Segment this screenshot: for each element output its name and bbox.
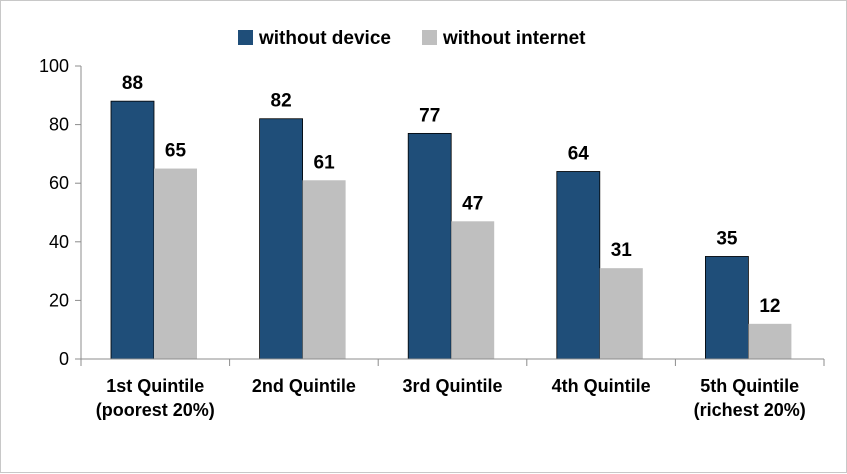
data-label: 12 (759, 296, 780, 317)
x-category-label-line: 3rd Quintile (402, 376, 502, 396)
x-category-label: 1st Quintile (poorest 20%) (96, 376, 215, 420)
data-label: 64 (568, 143, 590, 164)
bar-without-device-3 (556, 171, 601, 360)
legend-swatch-without-device (238, 30, 253, 45)
data-label: 77 (419, 105, 440, 126)
bar-without-device-0 (110, 100, 155, 360)
y-tick-label: 100 (39, 56, 69, 76)
x-category-label-line: (richest 20%) (694, 400, 806, 420)
data-label: 47 (462, 193, 483, 214)
x-category-label-line: 5th Quintile (700, 376, 799, 396)
x-category-label: 2nd Quintile (252, 376, 356, 396)
x-category-label-line: 2nd Quintile (252, 376, 356, 396)
bar-without-internet-4 (748, 323, 792, 359)
data-label: 65 (165, 141, 187, 162)
x-category-label-line: 1st Quintile (106, 376, 204, 396)
y-axis: 0 20 40 60 80 100 (39, 56, 82, 369)
legend-swatch-without-internet (422, 30, 437, 45)
y-tick-label: 60 (49, 173, 69, 193)
x-category-label: 3rd Quintile (402, 376, 502, 396)
x-axis: 1st Quintile (poorest 20%) 2nd Quintile 3rd… (80, 358, 825, 420)
data-label: 88 (122, 73, 143, 94)
data-label: 82 (271, 91, 292, 112)
legend-label-without-device: without device (258, 28, 391, 49)
y-tick-label: 0 (59, 349, 69, 369)
bar-without-internet-2 (451, 221, 495, 359)
data-label: 61 (314, 152, 336, 173)
bar-without-internet-3 (599, 268, 643, 359)
legend: without device without internet (238, 28, 586, 49)
x-category-label-line: 4th Quintile (552, 376, 651, 396)
y-tick-label: 80 (49, 115, 69, 135)
y-tick-label: 20 (49, 290, 69, 310)
data-label: 31 (611, 240, 633, 261)
legend-label-without-internet: without internet (442, 28, 586, 49)
x-category-label-line: (poorest 20%) (96, 400, 215, 420)
y-tick-label: 40 (49, 232, 69, 252)
bar-without-device-2 (407, 132, 452, 360)
bar-without-internet-1 (302, 180, 346, 359)
bar-without-internet-0 (154, 168, 197, 359)
x-category-label: 4th Quintile (552, 376, 651, 396)
bar-without-device-4 (705, 256, 749, 360)
x-category-label: 5th Quintile (richest 20%) (694, 376, 806, 420)
bars: 88 82 77 64 35 65 61 47 31 12 (110, 73, 792, 360)
data-label: 35 (716, 228, 738, 249)
bar-without-device-1 (259, 118, 304, 360)
